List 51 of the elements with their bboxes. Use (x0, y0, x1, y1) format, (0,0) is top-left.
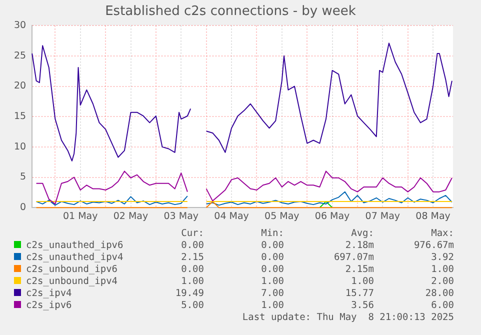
text: 5.00 (180, 299, 204, 311)
x-tick-label: 07 May (365, 210, 400, 222)
y-tick-label: 25 (14, 50, 26, 62)
legend-label: c2s_unauthed_ipv6 (25, 239, 124, 251)
text: 1.00 (260, 299, 284, 311)
text: 2.15 (180, 251, 204, 263)
legend-label: c2s_unbound_ipv6 (25, 263, 119, 275)
text: 2.00 (430, 275, 454, 287)
text: 1.00 (180, 275, 204, 287)
y-tick-label: 15 (14, 111, 26, 122)
text: Min: (260, 227, 284, 239)
text: Cur: (180, 227, 204, 239)
text: 697.07m (332, 251, 374, 263)
legend-label: c2s_ipv6 (25, 299, 73, 311)
text: 3.92 (430, 251, 454, 263)
text: 15.77 (344, 287, 374, 299)
legend-label: c2s_unbound_ipv4 (25, 275, 119, 287)
text: 976.67m (412, 239, 454, 251)
text: 2.18m (344, 239, 374, 251)
text: 6.00 (430, 299, 454, 311)
text: 1.00 (260, 275, 284, 287)
x-tick-label: 03 May (164, 210, 199, 222)
y-tick-label: 30 (14, 20, 26, 32)
x-tick-label: 02 May (113, 210, 149, 222)
text: 0.00 (180, 263, 204, 275)
text: 1.00 (430, 263, 454, 275)
legend-label: c2s_unauthed_ipv4 (25, 251, 124, 263)
chart-title: Established c2s connections - by week (105, 4, 356, 20)
text: Last update: Thu May 8 21:00:13 2025 (241, 311, 454, 323)
legend-label: c2s_ipv4 (25, 287, 73, 299)
text: 19.49 (174, 287, 204, 299)
y-tick-label: 20 (14, 80, 26, 92)
text: 0.00 (260, 251, 284, 263)
x-tick-label: 08 May (416, 210, 451, 222)
text: 1.00 (350, 275, 374, 287)
text: 3.56 (350, 299, 374, 311)
x-tick-label: 04 May (214, 210, 250, 222)
y-tick-label: 0 (20, 202, 26, 214)
text: Avg: (350, 227, 374, 239)
x-tick-label: 05 May (264, 210, 300, 222)
text: 0.00 (260, 239, 284, 251)
x-tick-label: 01 May (63, 210, 98, 222)
y-tick-label: 10 (14, 141, 26, 152)
text: 0.00 (180, 239, 204, 251)
text: Max: (430, 227, 454, 239)
text: 0.00 (260, 263, 284, 275)
text: 28.00 (424, 287, 454, 299)
text: 7.00 (260, 287, 284, 299)
y-tick-label: 5 (20, 172, 26, 183)
text: 2.15m (344, 263, 374, 275)
x-tick-label: 06 May (314, 210, 350, 222)
